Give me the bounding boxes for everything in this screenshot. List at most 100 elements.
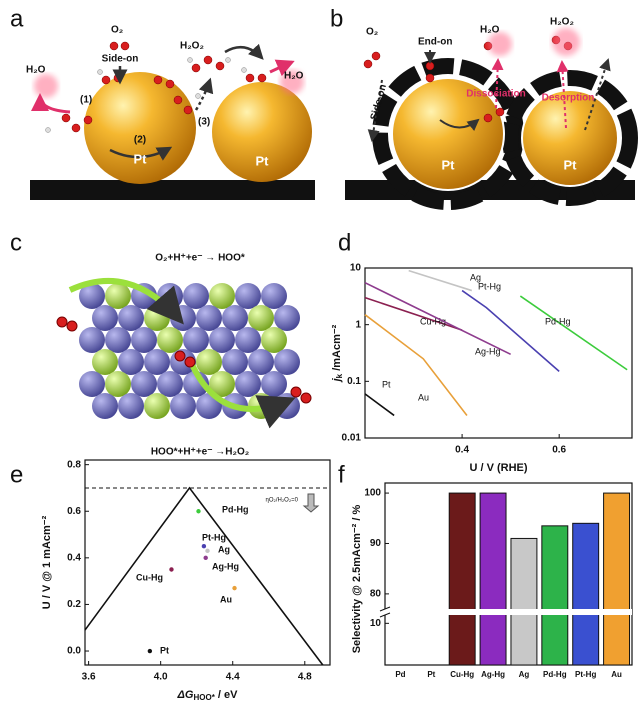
series-line	[364, 281, 511, 356]
atom	[209, 327, 235, 353]
panel-a: a H₂O O₂ Side-on H₂O₂ (1) (2) (3) H₂O Pt…	[10, 5, 315, 200]
pt-sphere	[521, 89, 619, 187]
label: (1)	[80, 95, 92, 106]
label: HOO*+H⁺+e⁻ →H₂O₂	[151, 447, 249, 458]
point-label: Au	[220, 594, 232, 604]
atom	[170, 393, 196, 419]
atom	[157, 371, 183, 397]
x-tick-label: Au	[611, 670, 622, 679]
atom	[222, 349, 248, 375]
axis-break	[379, 609, 632, 615]
axis-label: jk /mAcm⁻²	[331, 324, 344, 383]
axis-label-part: k	[335, 373, 344, 378]
atom	[92, 305, 118, 331]
panel-d: d	[338, 229, 351, 256]
glow	[488, 32, 512, 56]
plot-frame	[84, 459, 331, 666]
x-tick-label: Ag	[519, 670, 530, 679]
panel-label: e	[10, 461, 23, 488]
y-tick-label: 0.1	[347, 376, 361, 387]
atom	[118, 305, 144, 331]
glow	[34, 74, 58, 98]
label: Side-on	[102, 54, 139, 65]
series-line	[364, 296, 463, 331]
pt-sphere	[391, 77, 505, 191]
bar	[448, 492, 476, 666]
point-label: Pd-Hg	[222, 504, 249, 514]
point	[196, 509, 201, 514]
atom	[79, 371, 105, 397]
panel-label: a	[10, 5, 24, 32]
y-tick-label: 80	[370, 589, 382, 600]
bar	[572, 522, 600, 666]
plot-frame	[364, 267, 633, 439]
x-tick-label: Pt-Hg	[575, 670, 596, 679]
panel-label: f	[338, 461, 345, 488]
x-tick-label: Cu-Hg	[450, 670, 474, 679]
series-label: Pt-Hg	[478, 281, 501, 291]
ring	[502, 70, 638, 206]
oxygen	[66, 320, 78, 332]
arrows	[31, 59, 295, 114]
x-tick-label: 4.4	[226, 672, 240, 683]
x-tick-label: Pd-Hg	[543, 670, 567, 679]
point	[169, 567, 174, 572]
annotation-arrow	[302, 493, 320, 513]
atom	[235, 327, 261, 353]
series-label: Ag-Hg	[475, 346, 501, 356]
series-line	[461, 289, 560, 372]
atom	[118, 349, 144, 375]
label: H₂O	[284, 71, 304, 82]
panel-b: b O₂ End-on Side-on H₂O H₂O₂ Dissociatio…	[330, 5, 638, 210]
oxygen	[290, 386, 302, 398]
oxygen	[56, 316, 68, 328]
atom	[131, 371, 157, 397]
series-label: Pt	[382, 379, 391, 389]
atom	[183, 327, 209, 353]
y-tick-label: 100	[364, 488, 381, 499]
point-label: Ag	[218, 544, 230, 554]
atom	[105, 371, 131, 397]
bar	[603, 492, 631, 666]
series-label: Pd-Hg	[545, 316, 571, 326]
x-tick-label: 0.6	[552, 445, 566, 456]
label: Pt	[134, 151, 148, 166]
oxygen	[300, 392, 312, 404]
arrow	[68, 277, 184, 325]
axis-label: U / V (RHE)	[469, 462, 527, 474]
bar	[479, 492, 507, 666]
panel-label: b	[330, 5, 343, 32]
panel-label: d	[338, 229, 351, 256]
y-tick-label: 0.8	[67, 459, 81, 470]
x-tick-label: 0.4	[455, 445, 469, 456]
atom	[248, 305, 274, 331]
label: O₂	[111, 25, 123, 36]
atom	[105, 327, 131, 353]
y-tick-label: 0.6	[67, 506, 81, 517]
atom	[144, 393, 170, 419]
label: H₂O₂	[180, 41, 204, 52]
break-mark	[379, 606, 391, 618]
point	[147, 648, 153, 654]
pt-sphere	[84, 72, 196, 184]
surface	[30, 180, 315, 200]
series-label: Ag	[470, 272, 481, 282]
x-tick-label: Pd	[395, 670, 405, 679]
glow	[552, 28, 580, 56]
label: Dissociation	[466, 89, 525, 100]
label: Pt	[564, 157, 578, 172]
x-tick-label: 4.8	[298, 672, 312, 683]
bar	[510, 537, 538, 666]
atom	[196, 349, 222, 375]
series-line	[519, 295, 628, 371]
point-label: Pt	[160, 645, 169, 655]
y-tick-label: 0.0	[67, 646, 81, 657]
y-tick-label: 90	[370, 538, 382, 549]
label: Desorption	[542, 93, 595, 104]
axis-label-part: HOO*	[193, 693, 215, 702]
bar	[541, 525, 569, 666]
label: H₂O₂	[550, 17, 574, 28]
plot-frame	[384, 482, 633, 666]
atom	[92, 393, 118, 419]
